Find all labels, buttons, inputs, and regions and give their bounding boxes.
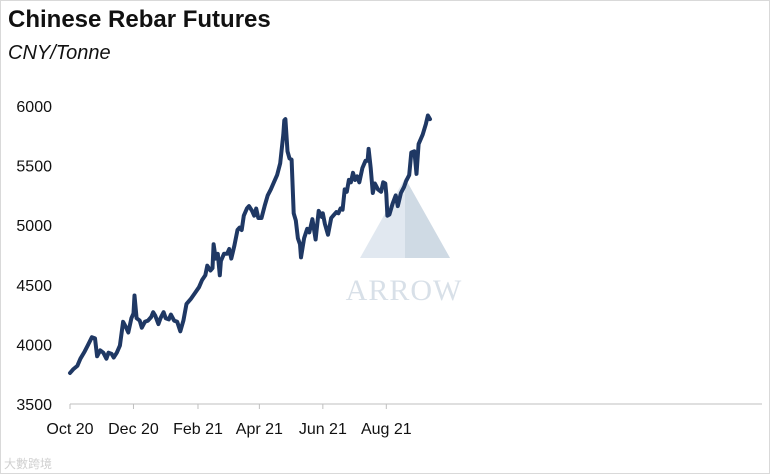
x-tick-label: Apr 21 [236,421,283,438]
x-tick-label: Oct 20 [46,421,93,438]
y-tick-label: 4500 [16,278,52,295]
y-axis-ticks: 3500 4000 4500 5000 5500 6000 [16,99,52,414]
footer-mark: 大數跨境 [4,457,53,471]
y-tick-label: 4000 [16,337,52,354]
x-tick-label: Dec 20 [108,421,159,438]
watermark-mountain-shade-icon [405,178,450,258]
x-tick-label: Aug 21 [361,421,412,438]
x-tick-label: Feb 21 [173,421,223,438]
chart-subtitle: CNY/Tonne [8,42,111,64]
x-tick-label: Jun 21 [299,421,347,438]
chart-title: Chinese Rebar Futures [8,6,271,33]
y-tick-label: 3500 [16,397,52,414]
watermark-text: ARROW [346,274,463,307]
arrow-watermark: ARROW [346,178,463,307]
series-line [68,113,432,375]
y-tick-label: 6000 [16,99,52,116]
y-tick-label: 5500 [16,159,52,176]
series-group [68,113,432,375]
x-axis-ticks: Oct 20 Dec 20 Feb 21 Apr 21 Jun 21 Aug 21 [46,404,412,438]
y-tick-label: 5000 [16,218,52,235]
